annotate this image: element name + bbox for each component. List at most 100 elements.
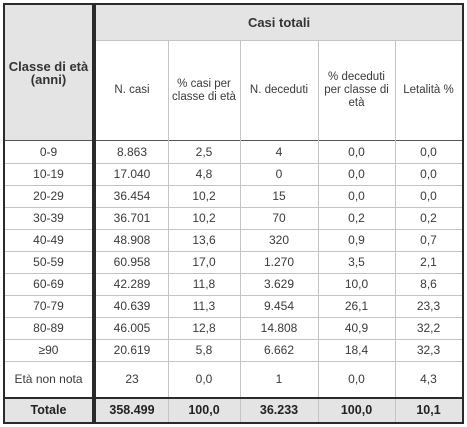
value-cell: 0,0 bbox=[348, 144, 365, 159]
age-class: 80-89 bbox=[33, 320, 64, 335]
value-cell: 0,2 bbox=[348, 210, 365, 225]
value-cell: 0,0 bbox=[420, 144, 437, 159]
column-divider bbox=[240, 40, 241, 422]
value-cell: 9.454 bbox=[263, 298, 295, 313]
value-cell: 4 bbox=[275, 144, 283, 159]
row-divider bbox=[96, 317, 462, 318]
value-cell: 10,2 bbox=[192, 210, 216, 225]
row-divider bbox=[96, 361, 462, 362]
column-divider bbox=[395, 40, 396, 422]
column-header: N. casi bbox=[114, 84, 150, 96]
value-cell: 0,0 bbox=[420, 166, 437, 181]
value-cell: 0,9 bbox=[348, 232, 365, 247]
value-cell: 0,2 bbox=[420, 210, 437, 225]
row-divider bbox=[5, 185, 92, 186]
value-cell: 32,3 bbox=[416, 342, 441, 357]
value-cell: 36.454 bbox=[113, 188, 151, 203]
value-cell: 3.629 bbox=[263, 276, 295, 291]
value-cell: 46.005 bbox=[113, 320, 151, 335]
value-cell: 60.958 bbox=[113, 254, 151, 269]
value-cell: 0,0 bbox=[348, 371, 365, 386]
value-cell: 26,1 bbox=[344, 298, 369, 313]
value-cell: 23 bbox=[125, 371, 139, 386]
row-divider bbox=[5, 339, 92, 340]
value-cell: 48.908 bbox=[113, 232, 151, 247]
row-divider bbox=[5, 229, 92, 230]
value-cell: 3,5 bbox=[348, 254, 365, 269]
value-cell: 1.270 bbox=[263, 254, 295, 269]
value-cell: 8,6 bbox=[420, 276, 437, 291]
row-header-title: Classe di età (anni) bbox=[5, 5, 92, 141]
value-cell: 1 bbox=[275, 371, 283, 386]
total-cell: 100,0 bbox=[168, 399, 240, 422]
value-cell: 0,0 bbox=[420, 188, 437, 203]
value-cell: 2,1 bbox=[420, 254, 437, 269]
column-header: N. deceduti bbox=[249, 84, 309, 96]
row-divider bbox=[5, 163, 92, 164]
value-cell: 4,8 bbox=[195, 166, 213, 181]
row-divider bbox=[96, 185, 462, 186]
row-divider bbox=[96, 295, 462, 296]
value-cell: 0,7 bbox=[420, 232, 437, 247]
value-cell: 13,6 bbox=[192, 232, 216, 247]
age-class: 40-49 bbox=[33, 232, 64, 247]
age-class: ≥90 bbox=[38, 342, 59, 357]
value-cell: 17,0 bbox=[192, 254, 216, 269]
header-divider bbox=[5, 140, 92, 141]
total-label: Totale bbox=[5, 399, 92, 422]
value-cell: 0 bbox=[275, 166, 283, 181]
value-cell: 10,2 bbox=[192, 188, 216, 203]
column-divider bbox=[318, 40, 319, 422]
column-header: % casi per classe di età bbox=[172, 77, 236, 103]
value-cell: 15 bbox=[272, 188, 286, 203]
total-cell: 100,0 bbox=[318, 399, 395, 422]
value-cell: 10,0 bbox=[344, 276, 369, 291]
value-cell: 11,8 bbox=[192, 276, 216, 291]
value-cell: 11,3 bbox=[192, 298, 216, 313]
value-cell: 40.639 bbox=[113, 298, 151, 313]
value-cell: 320 bbox=[268, 232, 290, 247]
row-divider bbox=[5, 317, 92, 318]
total-cell: 36.233 bbox=[240, 399, 318, 422]
row-divider bbox=[96, 229, 462, 230]
row-divider bbox=[96, 273, 462, 274]
age-class: 10-19 bbox=[33, 166, 64, 181]
value-cell: 17.040 bbox=[113, 166, 151, 181]
value-cell: 2,5 bbox=[195, 144, 213, 159]
value-cell: 0,0 bbox=[348, 166, 365, 181]
age-class: Età non nota bbox=[14, 371, 83, 386]
column-header: % deceduti per classe di età bbox=[324, 71, 389, 109]
value-cell: 14.808 bbox=[260, 320, 298, 335]
value-cell: 4,3 bbox=[420, 371, 437, 386]
row-divider bbox=[96, 251, 462, 252]
age-class: 50-59 bbox=[33, 254, 64, 269]
value-cell: 6.662 bbox=[263, 342, 295, 357]
value-cell: 5,8 bbox=[195, 342, 213, 357]
header-divider bbox=[96, 140, 462, 141]
value-cell: 18,4 bbox=[344, 342, 369, 357]
row-divider bbox=[5, 295, 92, 296]
value-cell: 20.619 bbox=[113, 342, 151, 357]
column-header: Letalità % bbox=[403, 84, 454, 96]
age-class: 0-9 bbox=[39, 144, 58, 159]
column-divider bbox=[168, 40, 169, 422]
header-divider bbox=[96, 40, 462, 41]
value-cell: 23,3 bbox=[416, 298, 441, 313]
value-cell: 70 bbox=[272, 210, 286, 225]
row-divider bbox=[5, 207, 92, 208]
age-class: 20-29 bbox=[33, 188, 64, 203]
value-cell: 12,8 bbox=[192, 320, 216, 335]
group-title: Casi totali bbox=[96, 5, 462, 40]
row-divider bbox=[5, 273, 92, 274]
value-cell: 42.289 bbox=[113, 276, 151, 291]
value-cell: 36.701 bbox=[113, 210, 151, 225]
row-divider bbox=[5, 251, 92, 252]
age-class: 60-69 bbox=[33, 276, 64, 291]
total-cell: 358.499 bbox=[96, 399, 168, 422]
value-cell: 40,9 bbox=[344, 320, 369, 335]
value-cell: 0,0 bbox=[195, 371, 213, 386]
age-class: 30-39 bbox=[33, 210, 64, 225]
age-class: 70-79 bbox=[33, 298, 64, 313]
row-divider bbox=[96, 163, 462, 164]
